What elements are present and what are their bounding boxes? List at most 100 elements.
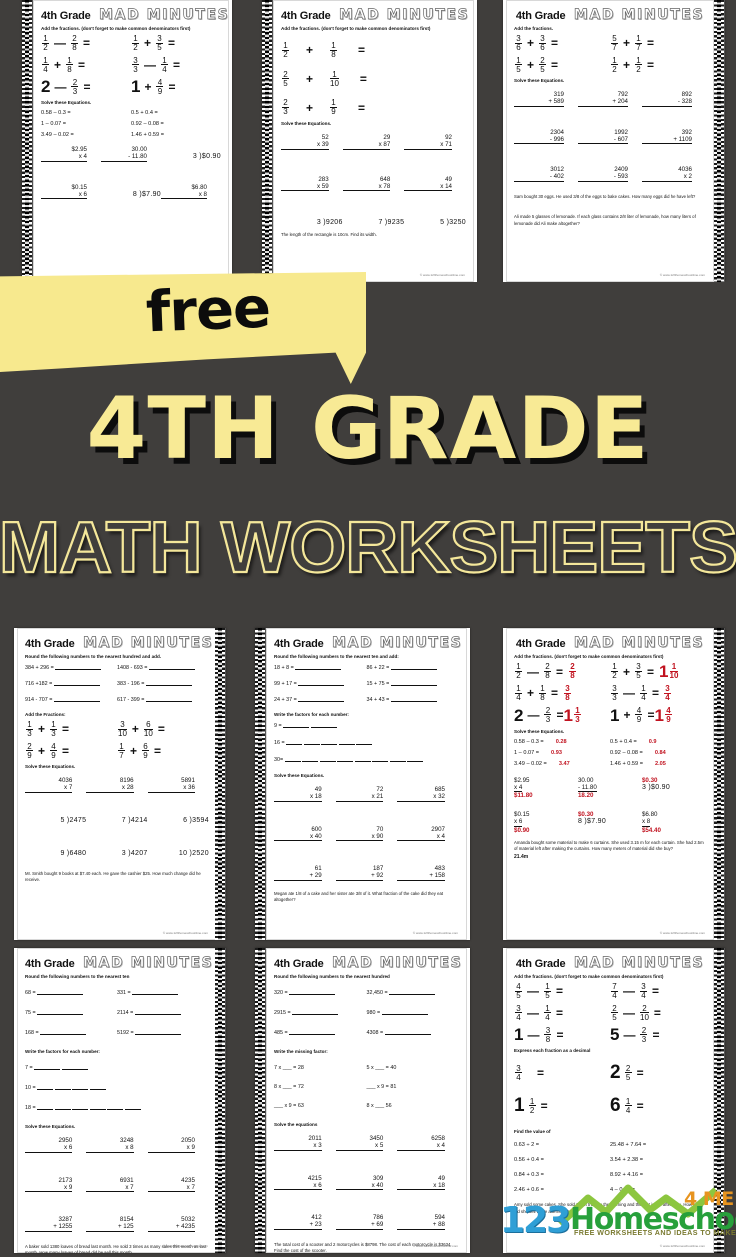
vertical-row: $2.95 x 4 $11.80 30.00- 11.80 18.20 $0.30 3 … (514, 777, 706, 799)
answer-blank[interactable] (338, 739, 355, 745)
division-row: 3 )9206 7 )9235 5 )3250 (281, 219, 466, 226)
missing-row: 8 x ___ = 72 ___ x 9 = 81 (274, 1084, 459, 1090)
answer-blank[interactable] (298, 680, 345, 686)
vertical-problem: 8154 + 125 (86, 1216, 147, 1232)
decimal-row: 0.84 + 0.3 = 8.92 + 4.16 = (514, 1172, 706, 1178)
worksheet-mid-left[interactable]: 4th Grade MAD MINUTES Round the followin… (14, 628, 226, 940)
fraction-problem: 1 2 +3 5 = (132, 34, 176, 53)
logo-tagline: FREE WORKSHEETS AND IDEAS TO MAKE LEARNI… (574, 1228, 736, 1237)
fraction-row: 1 5 +2 5 = 1 2 +1 2 = (514, 56, 706, 74)
vertical-problem: $6.80 x 8 (160, 184, 221, 200)
answer-blank[interactable] (283, 722, 310, 728)
round-row: 2915 = 980 = (274, 1009, 459, 1016)
answer-blank[interactable] (389, 989, 436, 995)
answer-blank[interactable] (372, 756, 389, 762)
answer-blank[interactable] (289, 1029, 336, 1035)
answer-blank[interactable] (145, 680, 192, 686)
vertical-problem: 4215 x 6 (274, 1175, 336, 1190)
answer-blank[interactable] (292, 1009, 339, 1015)
answer-blank[interactable] (354, 756, 371, 762)
worksheet-title: 4th Grade MAD MINUTES (514, 6, 706, 24)
answer-blank[interactable] (381, 1009, 428, 1015)
answer-blank[interactable] (303, 739, 320, 745)
round-problem: 320 = (274, 989, 367, 996)
spiral-binding (262, 0, 273, 282)
round-problem: 18 + 8 = (274, 664, 367, 671)
answer-blank[interactable] (295, 664, 342, 670)
answer-blank[interactable] (390, 680, 437, 686)
vertical-problem: 319 + 589 (514, 91, 578, 107)
answer-blank[interactable] (89, 1104, 106, 1110)
answer-blank[interactable] (124, 1104, 141, 1110)
missing-factor-label: Write the missing factor: (274, 1049, 328, 1054)
answer-blank[interactable] (310, 722, 337, 728)
answer-blank[interactable] (286, 739, 303, 745)
answer-blank[interactable] (298, 696, 345, 702)
fraction-problem: 2 2 5 = (610, 1062, 644, 1084)
vertical-problem: 49 x 18 (274, 786, 336, 802)
vertical-problem: 2050 x 9 (147, 1137, 209, 1153)
answer-blank[interactable] (53, 680, 100, 686)
answer-blank[interactable] (302, 756, 319, 762)
answer-blank[interactable] (356, 739, 373, 745)
answer-blank[interactable] (390, 696, 437, 702)
vertical-problem: 8196 x 28 (86, 777, 147, 793)
credit-text: © www.123homeschool4me.com (412, 1244, 458, 1248)
equations-label: Solve these Equations. (514, 78, 565, 84)
worksheet-bot-left[interactable]: 4th Grade MAD MINUTES Round the followin… (14, 948, 226, 1253)
answer-blank[interactable] (89, 1084, 106, 1090)
answer-blank[interactable] (37, 1084, 54, 1090)
worksheet-mid-center[interactable]: 4th Grade MAD MINUTES Round the followin… (255, 628, 470, 940)
factor-row: 7 = (25, 1064, 209, 1071)
answer-value: 0.84 (654, 749, 666, 756)
answer-value: 2.05 (654, 760, 666, 767)
answer-blank[interactable] (72, 1104, 89, 1110)
answer-blank[interactable] (321, 739, 338, 745)
answer-blank[interactable] (407, 756, 424, 762)
answer-blank[interactable] (37, 1009, 84, 1015)
answer-blank[interactable] (289, 989, 336, 995)
answer-blank[interactable] (337, 756, 354, 762)
answer-blank[interactable] (34, 1064, 61, 1070)
logo-suffix: 4 ME (684, 1188, 734, 1210)
answer-blank[interactable] (54, 1084, 71, 1090)
vertical-row: 2011 x 3 3450 x 5 6258 x 4 (274, 1135, 459, 1151)
decimal-problem: 2.46 + 0.6 = (514, 1187, 544, 1194)
worksheet-bot-right[interactable]: 4th Grade MAD MINUTES Add the fractions.… (503, 948, 725, 1253)
answer-blank[interactable] (72, 1084, 89, 1090)
answer-blank[interactable] (135, 1029, 182, 1035)
answer-blank[interactable] (134, 1009, 181, 1015)
worksheet-top-center[interactable]: 4th Grade MAD MINUTES Add the fractions.… (262, 0, 477, 282)
answer-blank[interactable] (55, 664, 102, 670)
answer-blank[interactable] (389, 756, 406, 762)
answer-blank[interactable] (107, 1104, 124, 1110)
worksheet-top-right[interactable]: 4th Grade MAD MINUTES Add the fractions.… (503, 0, 725, 282)
spiral-binding (255, 628, 266, 940)
answer-blank[interactable] (132, 989, 179, 995)
answer-blank[interactable] (53, 696, 100, 702)
answer-blank[interactable] (148, 664, 195, 670)
fraction-problem: 2—2 3 = 1 1 3 (514, 705, 581, 725)
missing-problem: ___ x 9 = 63 (274, 1103, 304, 1109)
site-logo[interactable]: 123 Homeschool 4 ME FREE WORKSHEETS AND … (498, 1184, 736, 1250)
fraction-row: 1 4 +1 8 = 3 3—1 4 = (41, 56, 221, 74)
fraction-problem: 6 1 4 = (610, 1095, 644, 1117)
answer-blank[interactable] (40, 1029, 87, 1035)
answer-blank[interactable] (61, 1064, 88, 1070)
fraction-row: 1 2—2 8 = 1 2 +3 5 = (41, 35, 221, 52)
answer-blank[interactable] (390, 664, 437, 670)
answer-blank[interactable] (37, 989, 84, 995)
worksheet-bot-center[interactable]: 4th Grade MAD MINUTES Round the followin… (255, 948, 470, 1253)
fraction-problem: 1 +4 9 = 1 4 9 (610, 705, 672, 725)
decimal-row: 3.49 – 0.02 = 1.46 + 0.59 = (41, 132, 221, 138)
answer-blank[interactable] (319, 756, 336, 762)
fraction-problem: 5—2 3 = (610, 1025, 660, 1045)
answer-blank[interactable] (384, 1029, 431, 1035)
answer-blank[interactable] (54, 1104, 71, 1110)
answer-blank[interactable] (37, 1104, 54, 1110)
answer-blank[interactable] (145, 696, 192, 702)
answer-blank[interactable] (284, 756, 301, 762)
worksheet-top-left[interactable]: 4th Grade MAD MINUTES Add the fractions.… (22, 0, 232, 282)
worksheet-mid-right[interactable]: 4th Grade MAD MINUTES Add the fractions.… (503, 628, 725, 940)
grade-label: 4th Grade (274, 958, 324, 970)
